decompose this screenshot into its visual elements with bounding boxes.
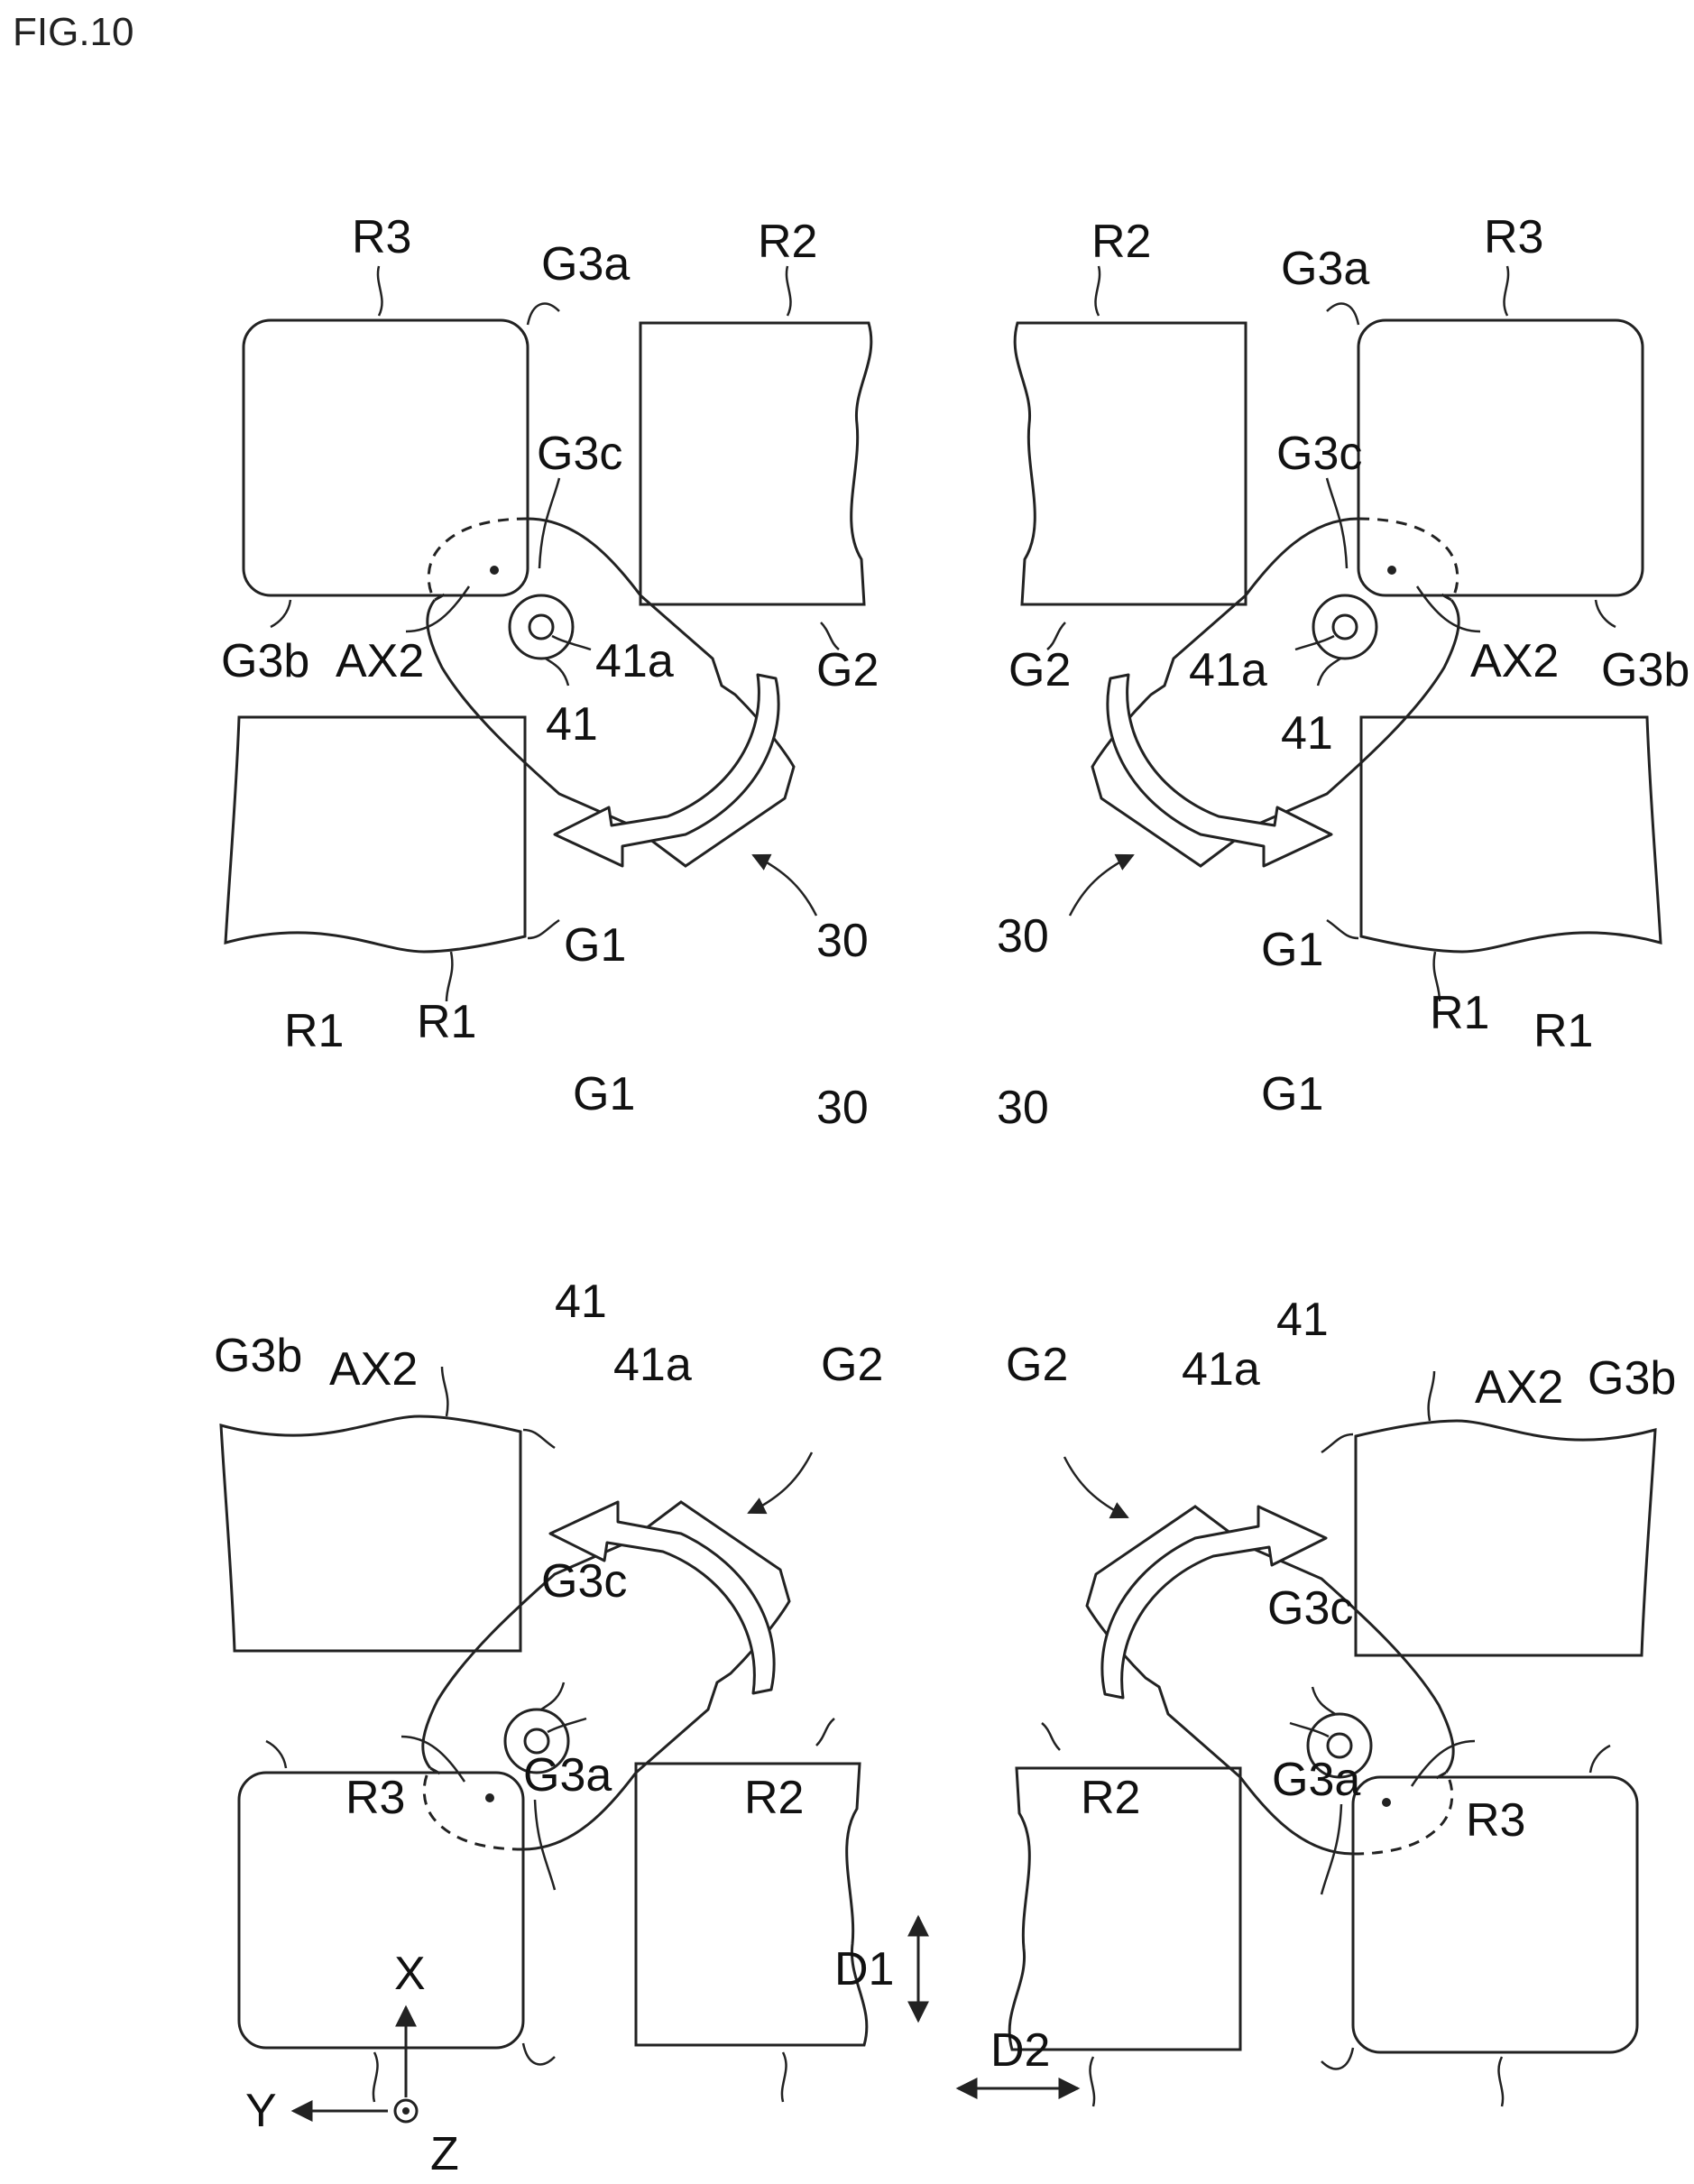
label-41a: 41a (595, 635, 674, 687)
direction-d2-label: D2 (990, 2024, 1050, 2077)
label-30: 30 (997, 1082, 1049, 1134)
label-41a: 41a (1182, 1343, 1260, 1396)
label-r3: R3 (352, 211, 411, 263)
label-g2: G2 (1006, 1339, 1068, 1391)
label-g3b: G3b (1588, 1352, 1676, 1405)
axis-x-label: X (394, 1948, 426, 2000)
label-41: 41 (1276, 1294, 1329, 1346)
label-g3a: G3a (1281, 243, 1369, 295)
label-30: 30 (816, 915, 869, 967)
label-r2: R2 (758, 216, 817, 268)
label-g1: G1 (1261, 1068, 1323, 1120)
label-r2: R2 (744, 1772, 804, 1824)
label-30: 30 (997, 910, 1049, 963)
label-41: 41 (1281, 707, 1333, 760)
label-ax2: AX2 (1470, 635, 1559, 687)
axis-y-label: Y (245, 2085, 277, 2137)
label-41: 41 (546, 698, 598, 751)
label-g2: G2 (816, 644, 879, 696)
axis-z-label: Z (430, 2128, 459, 2180)
figure-label: FIG.10 (13, 10, 134, 54)
label-r1: R1 (417, 996, 476, 1048)
label-r1: R1 (284, 1005, 344, 1057)
label-g3b: G3b (214, 1330, 302, 1382)
label-g3a: G3a (523, 1749, 612, 1802)
label-r2: R2 (1091, 216, 1151, 268)
label-ax2: AX2 (329, 1343, 418, 1396)
panel-bottom-left: R1 G1 30 41 G3b AX2 41a G2 G3c R3 G3a R2 (214, 1005, 883, 2102)
label-g3a: G3a (541, 238, 630, 290)
panel-bottom-right: 30 G1 R1 41 G2 41a AX2 G3b G3c R2 G3a R3 (997, 1005, 1676, 2106)
label-g3b: G3b (221, 635, 309, 687)
label-g3b: G3b (1601, 644, 1689, 696)
label-g3c: G3c (1276, 428, 1362, 480)
label-ax2: AX2 (336, 635, 424, 687)
label-g3a: G3a (1272, 1754, 1360, 1806)
label-r3: R3 (1466, 1794, 1525, 1847)
label-30: 30 (816, 1082, 869, 1134)
label-41a: 41a (1189, 644, 1267, 696)
label-r1: R1 (1533, 1005, 1593, 1057)
direction-d1-label: D1 (834, 1943, 894, 1995)
label-g1: G1 (564, 919, 626, 972)
label-g2: G2 (821, 1339, 883, 1391)
label-r3: R3 (345, 1772, 405, 1824)
panel-top-left: R3 G3a R2 G3c G3b AX2 41a G2 41 G1 R1 30 (221, 211, 879, 1048)
label-ax2: AX2 (1475, 1361, 1563, 1414)
label-g1: G1 (573, 1068, 635, 1120)
panel-top-right: R2 G3a R3 G3c G2 41a AX2 G3b 41 30 G1 R1 (997, 211, 1689, 1039)
label-r3: R3 (1484, 211, 1543, 263)
label-g1: G1 (1261, 924, 1323, 976)
label-g3c: G3c (541, 1555, 627, 1608)
label-r2: R2 (1081, 1772, 1140, 1824)
label-41: 41 (555, 1276, 607, 1328)
label-g3c: G3c (1267, 1582, 1353, 1635)
label-r1: R1 (1430, 987, 1489, 1039)
label-g3c: G3c (537, 428, 622, 480)
label-g2: G2 (1008, 644, 1071, 696)
label-41a: 41a (613, 1339, 692, 1391)
